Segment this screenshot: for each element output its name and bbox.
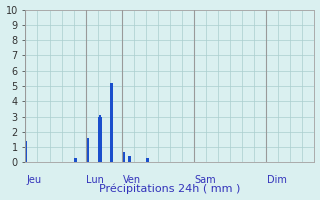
Bar [122, 152, 123, 162]
Bar [74, 158, 75, 162]
Bar [111, 83, 113, 162]
Bar [101, 117, 102, 162]
Bar [148, 158, 149, 162]
Bar [129, 156, 131, 162]
Text: Lun: Lun [86, 175, 104, 185]
Bar [110, 83, 111, 162]
Bar [86, 139, 87, 162]
Text: Sam: Sam [195, 175, 216, 185]
Bar [128, 156, 129, 162]
Bar [99, 115, 101, 162]
Bar [146, 158, 148, 162]
Bar [26, 141, 27, 162]
Text: Ven: Ven [123, 175, 141, 185]
Bar [75, 158, 76, 162]
Bar [123, 152, 125, 162]
Bar [87, 138, 89, 162]
Bar [98, 117, 99, 162]
X-axis label: Précipitations 24h ( mm ): Précipitations 24h ( mm ) [99, 184, 241, 194]
Text: Jeu: Jeu [26, 175, 41, 185]
Text: Dim: Dim [267, 175, 287, 185]
